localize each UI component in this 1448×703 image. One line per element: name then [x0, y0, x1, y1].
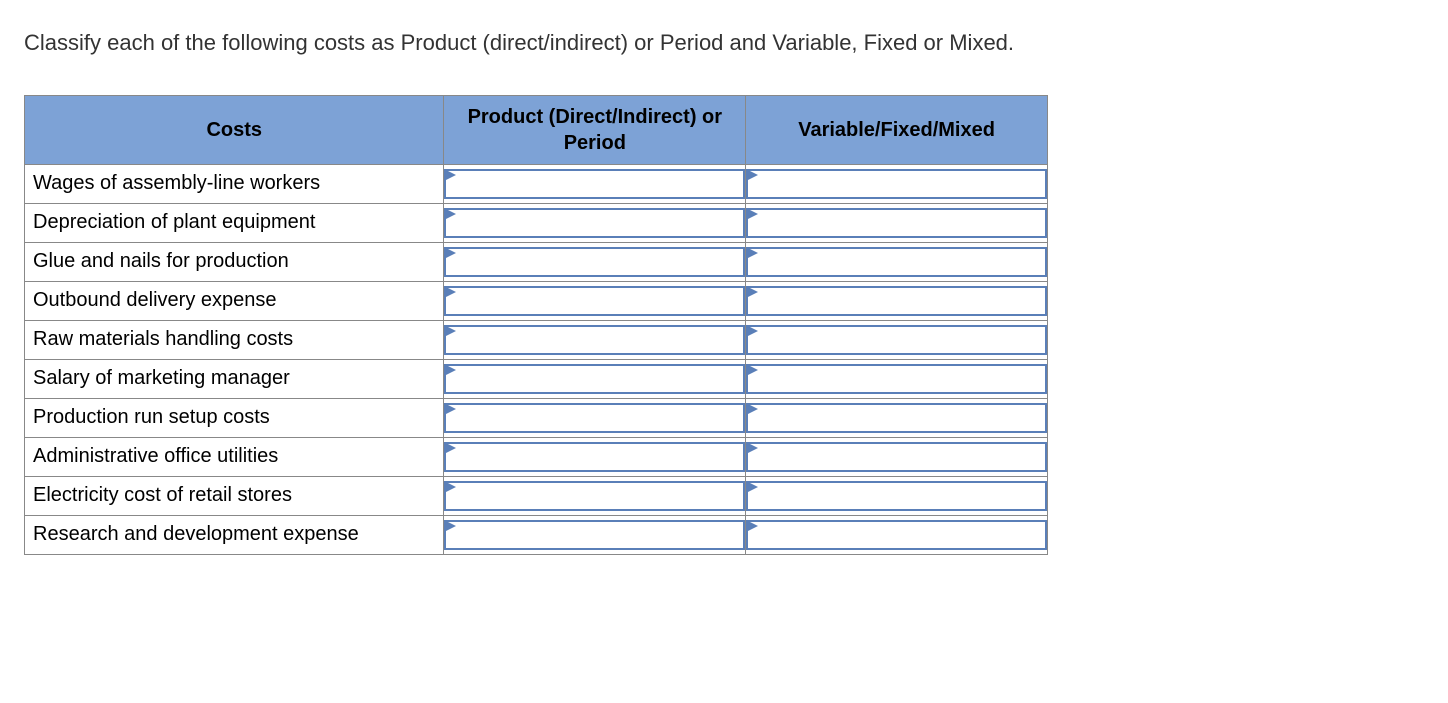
vfm-cell — [746, 437, 1048, 476]
header-costs: Costs — [25, 95, 444, 164]
cost-label: Salary of marketing manager — [25, 359, 444, 398]
product-period-cell — [444, 281, 746, 320]
cost-label: Glue and nails for production — [25, 242, 444, 281]
dropdown-marker-icon — [746, 442, 758, 454]
vfm-cell — [746, 281, 1048, 320]
dropdown-marker-icon — [746, 286, 758, 298]
table-row: Depreciation of plant equipment — [25, 203, 1048, 242]
cost-label: Administrative office utilities — [25, 437, 444, 476]
product-period-dropdown[interactable] — [444, 169, 745, 199]
table-row: Outbound delivery expense — [25, 281, 1048, 320]
dropdown-marker-icon — [444, 169, 456, 181]
table-row: Research and development expense — [25, 515, 1048, 554]
product-period-cell — [444, 242, 746, 281]
product-period-dropdown[interactable] — [444, 286, 745, 316]
vfm-cell — [746, 359, 1048, 398]
dropdown-marker-icon — [444, 520, 456, 532]
cost-label: Electricity cost of retail stores — [25, 476, 444, 515]
dropdown-marker-icon — [746, 520, 758, 532]
dropdown-marker-icon — [444, 286, 456, 298]
cost-classification-table: Costs Product (Direct/Indirect) or Perio… — [24, 95, 1048, 555]
vfm-dropdown[interactable] — [746, 208, 1047, 238]
table-row: Administrative office utilities — [25, 437, 1048, 476]
vfm-dropdown[interactable] — [746, 286, 1047, 316]
dropdown-marker-icon — [444, 442, 456, 454]
dropdown-marker-icon — [746, 208, 758, 220]
product-period-cell — [444, 437, 746, 476]
product-period-cell — [444, 515, 746, 554]
product-period-dropdown[interactable] — [444, 520, 745, 550]
question-prompt: Classify each of the following costs as … — [24, 28, 1424, 59]
vfm-cell — [746, 320, 1048, 359]
table-row: Raw materials handling costs — [25, 320, 1048, 359]
product-period-cell — [444, 320, 746, 359]
vfm-cell — [746, 164, 1048, 203]
vfm-dropdown[interactable] — [746, 481, 1047, 511]
dropdown-marker-icon — [444, 325, 456, 337]
vfm-cell — [746, 515, 1048, 554]
header-product-period: Product (Direct/Indirect) or Period — [444, 95, 746, 164]
table-row: Glue and nails for production — [25, 242, 1048, 281]
product-period-dropdown[interactable] — [444, 442, 745, 472]
product-period-cell — [444, 164, 746, 203]
vfm-dropdown[interactable] — [746, 520, 1047, 550]
table-row: Wages of assembly-line workers — [25, 164, 1048, 203]
dropdown-marker-icon — [746, 481, 758, 493]
product-period-dropdown[interactable] — [444, 481, 745, 511]
product-period-cell — [444, 203, 746, 242]
table-row: Salary of marketing manager — [25, 359, 1048, 398]
cost-label: Production run setup costs — [25, 398, 444, 437]
dropdown-marker-icon — [746, 403, 758, 415]
dropdown-marker-icon — [746, 325, 758, 337]
dropdown-marker-icon — [444, 481, 456, 493]
table-row: Production run setup costs — [25, 398, 1048, 437]
product-period-cell — [444, 359, 746, 398]
product-period-cell — [444, 398, 746, 437]
vfm-cell — [746, 242, 1048, 281]
product-period-dropdown[interactable] — [444, 208, 745, 238]
product-period-dropdown[interactable] — [444, 325, 745, 355]
vfm-dropdown[interactable] — [746, 442, 1047, 472]
cost-label: Wages of assembly-line workers — [25, 164, 444, 203]
cost-label: Research and development expense — [25, 515, 444, 554]
dropdown-marker-icon — [746, 364, 758, 376]
header-variable-fixed-mixed: Variable/Fixed/Mixed — [746, 95, 1048, 164]
product-period-dropdown[interactable] — [444, 364, 745, 394]
vfm-dropdown[interactable] — [746, 364, 1047, 394]
product-period-dropdown[interactable] — [444, 247, 745, 277]
vfm-dropdown[interactable] — [746, 403, 1047, 433]
dropdown-marker-icon — [444, 208, 456, 220]
dropdown-marker-icon — [444, 364, 456, 376]
dropdown-marker-icon — [746, 169, 758, 181]
vfm-cell — [746, 398, 1048, 437]
vfm-dropdown[interactable] — [746, 247, 1047, 277]
vfm-cell — [746, 476, 1048, 515]
cost-label: Depreciation of plant equipment — [25, 203, 444, 242]
cost-label: Raw materials handling costs — [25, 320, 444, 359]
dropdown-marker-icon — [444, 247, 456, 259]
cost-label: Outbound delivery expense — [25, 281, 444, 320]
product-period-dropdown[interactable] — [444, 403, 745, 433]
dropdown-marker-icon — [444, 403, 456, 415]
vfm-cell — [746, 203, 1048, 242]
dropdown-marker-icon — [746, 247, 758, 259]
vfm-dropdown[interactable] — [746, 325, 1047, 355]
product-period-cell — [444, 476, 746, 515]
vfm-dropdown[interactable] — [746, 169, 1047, 199]
table-row: Electricity cost of retail stores — [25, 476, 1048, 515]
